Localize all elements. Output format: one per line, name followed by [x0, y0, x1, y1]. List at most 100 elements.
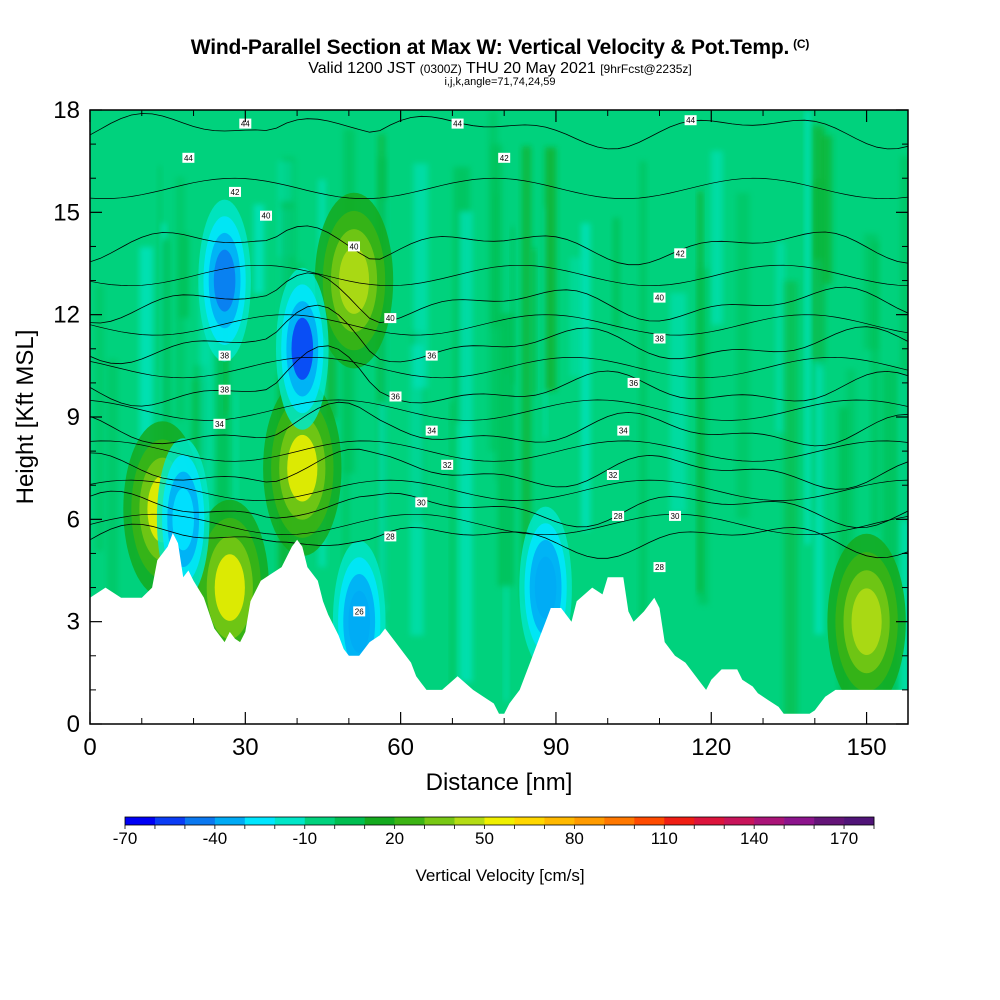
theta-contour — [90, 113, 908, 150]
contour-label-text: 36 — [427, 352, 436, 361]
contour-label-text: 34 — [619, 427, 628, 436]
contour-label-text: 34 — [427, 427, 436, 436]
contour-label-text: 26 — [355, 607, 364, 616]
colorbar-tick-label: 140 — [740, 829, 768, 848]
x-tick-label: 90 — [543, 734, 570, 761]
x-tick-label: 0 — [83, 734, 96, 761]
velocity-stripe — [863, 233, 878, 350]
downdraft-cell — [213, 249, 236, 312]
contour-label: 38 — [218, 384, 231, 395]
contour-label-text: 44 — [453, 120, 462, 129]
grid-indices: i,j,k,angle=71,74,24,59 — [444, 76, 556, 88]
contour-label-box — [260, 210, 272, 221]
contour-label-text: 40 — [350, 242, 359, 251]
velocity-stripe — [488, 111, 498, 452]
x-tick-label: 30 — [232, 734, 259, 761]
colorbar-swatch — [604, 817, 635, 825]
velocity-stripe — [612, 217, 620, 331]
colorbar-swatch — [184, 817, 216, 825]
contour-label: 44 — [451, 118, 464, 129]
contour-label-box — [389, 391, 402, 402]
theta-contour — [90, 177, 908, 200]
velocity-stripe — [450, 401, 455, 715]
velocity-stripe — [95, 285, 104, 551]
colorbar-swatch — [154, 817, 186, 825]
contour-label-box — [653, 333, 666, 344]
contour-label: 34 — [617, 425, 630, 436]
contour-label: 32 — [441, 459, 454, 470]
colorbar-tick-label: -10 — [293, 829, 318, 848]
velocity-stripe — [253, 204, 265, 294]
contour-label-box — [218, 350, 231, 361]
contour-label: 42 — [229, 186, 241, 197]
contour-label: 32 — [606, 470, 619, 480]
contour-label-box — [612, 510, 625, 521]
y-tick-label: 18 — [53, 97, 80, 124]
contour-label-text: 40 — [262, 212, 271, 221]
theta-contour — [90, 448, 908, 490]
downdraft-cell — [172, 488, 194, 551]
velocity-stripe — [697, 268, 709, 605]
colorbar-tick-label: 80 — [565, 829, 584, 848]
chart-title-text: Wind-Parallel Section at Max W: Vertical… — [190, 36, 790, 59]
velocity-stripe — [736, 192, 750, 519]
colorbar-swatch — [424, 817, 455, 825]
velocity-stripe — [846, 369, 856, 635]
velocity-stripe — [377, 403, 386, 724]
velocity-stripe — [410, 344, 424, 636]
updraft-cell — [214, 554, 245, 621]
contour-label: 30 — [415, 497, 428, 508]
theta-contour — [90, 356, 908, 379]
velocity-stripe — [162, 239, 170, 602]
y-tick-label: 15 — [53, 199, 80, 226]
contour-label-box — [229, 186, 241, 197]
colorbar-tick-label: -70 — [113, 829, 138, 848]
contour-label: 40 — [260, 210, 272, 221]
theta-contour — [90, 264, 908, 287]
colorbar: -70 -40 -10 20 50 80 110 140 170 — [113, 816, 875, 848]
velocity-stripe — [639, 161, 647, 656]
contour-label-text: 44 — [686, 116, 695, 125]
contour-label-text: 38 — [220, 352, 229, 361]
colorbar-swatch — [844, 817, 875, 825]
x-tick-label: 150 — [847, 734, 887, 761]
colorbar-tick-label: -40 — [203, 829, 228, 848]
colorbar-swatch — [754, 817, 785, 825]
updraft-cell — [287, 434, 318, 502]
contour-label: 30 — [669, 510, 681, 521]
colorbar-swatch — [364, 817, 395, 825]
downdraft-cell — [348, 590, 371, 653]
velocity-stripe — [498, 313, 514, 586]
utc-time: (0300Z) — [419, 62, 462, 76]
valid-date: THU 20 May 2021 — [465, 60, 596, 77]
contour-label-text: 28 — [614, 512, 623, 521]
terrain-mask — [90, 533, 908, 724]
contour-label-text: 36 — [391, 393, 400, 402]
colorbar-tick-label: 170 — [830, 829, 858, 848]
velocity-stripe — [784, 281, 798, 724]
contour-label-box — [498, 152, 511, 163]
contour-label: 44 — [684, 115, 697, 126]
contour-label-box — [384, 313, 397, 324]
colorbar-swatch — [514, 817, 545, 825]
colorbar-swatch — [814, 817, 845, 825]
velocity-stripe — [175, 177, 185, 421]
y-tick-label: 0 — [67, 711, 80, 738]
x-tick-label: 60 — [387, 734, 414, 761]
plot-area — [90, 110, 908, 724]
contour-label-text: 38 — [220, 386, 229, 395]
colorbar-swatch — [784, 817, 815, 825]
velocity-stripe — [814, 259, 824, 635]
contour-label-box — [425, 425, 438, 436]
velocity-stripe — [710, 150, 723, 325]
colorbar-frame — [124, 816, 875, 826]
downdraft-cell — [534, 556, 557, 619]
contour-label-text: 36 — [629, 379, 638, 388]
downdraft-cell — [291, 317, 314, 380]
chart-title: Wind-Parallel Section at Max W: Vertical… — [0, 36, 1000, 60]
theta-contour — [90, 440, 908, 462]
contour-label-box — [425, 350, 438, 361]
colorbar-swatch — [125, 817, 156, 825]
